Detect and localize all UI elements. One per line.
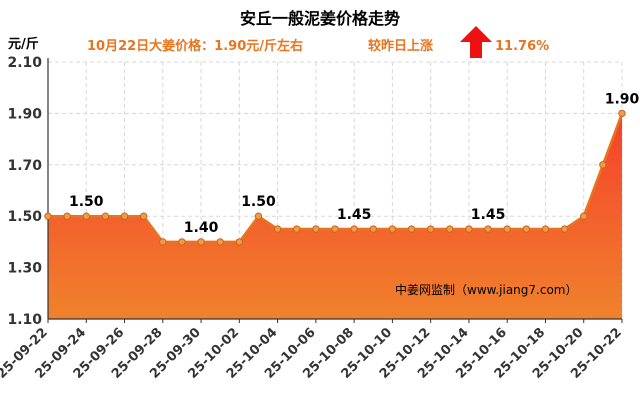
data-point — [273, 225, 282, 233]
data-label: 1.50 — [241, 194, 276, 210]
data-point — [331, 225, 339, 233]
y-tick-label: 1.10 — [7, 312, 42, 328]
data-point — [159, 238, 167, 246]
data-labels: 1.50 1.40 1.50 1.45 1.45 1.90 — [69, 91, 640, 236]
data-point — [522, 225, 531, 233]
data-point — [426, 225, 435, 233]
data-point — [503, 225, 511, 233]
arrow-up-icon — [460, 26, 492, 58]
subtitle-price: 10月22日大姜价格：1.90元/斤左右 — [87, 38, 303, 54]
data-point — [178, 238, 186, 246]
data-label: 1.90 — [605, 91, 640, 107]
data-point — [120, 212, 129, 220]
data-label: 1.40 — [184, 220, 219, 236]
series-area — [48, 113, 622, 320]
data-point — [369, 225, 377, 233]
data-point — [63, 212, 71, 220]
data-point — [407, 225, 416, 233]
data-point — [465, 225, 473, 233]
series-marks — [44, 109, 626, 246]
area-fill — [48, 113, 622, 320]
data-point — [216, 238, 224, 246]
data-point — [560, 225, 569, 233]
data-label: 1.45 — [471, 207, 506, 223]
data-label: 1.45 — [337, 207, 372, 223]
data-point — [580, 212, 588, 220]
change-percent: 11.76% — [495, 39, 549, 54]
data-point — [254, 212, 263, 220]
data-point — [197, 238, 205, 246]
data-point — [312, 225, 320, 233]
data-point — [541, 225, 550, 233]
data-point — [618, 109, 626, 118]
data-point — [350, 225, 358, 233]
y-tick-label: 1.70 — [7, 158, 42, 174]
chart-title: 安丘一般泥姜价格走势 — [240, 9, 400, 28]
data-point — [139, 212, 148, 220]
data-point — [101, 212, 110, 220]
y-tick-label: 1.50 — [7, 209, 42, 225]
y-tick-label: 2.10 — [7, 55, 42, 71]
y-axis-unit: 元/斤 — [8, 36, 39, 52]
data-point — [235, 238, 244, 246]
data-point — [484, 225, 492, 233]
data-point — [44, 212, 52, 220]
y-tick-label: 1.30 — [7, 261, 42, 277]
data-point — [388, 225, 397, 233]
subtitle-change: 较昨日上涨 — [368, 38, 433, 54]
data-point — [293, 225, 301, 233]
watermark: 中姜网监制（www.jiang7.com） — [395, 282, 577, 297]
data-label: 1.50 — [69, 194, 104, 210]
data-point — [599, 161, 607, 169]
data-point — [446, 225, 454, 233]
y-tick-label: 1.90 — [7, 106, 42, 122]
grid — [47, 61, 623, 320]
data-point — [82, 212, 90, 220]
